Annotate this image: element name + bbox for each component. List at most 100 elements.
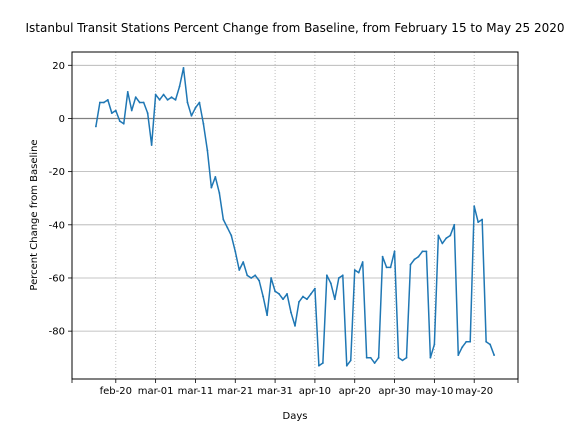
data-point xyxy=(445,237,448,239)
data-point xyxy=(122,122,125,125)
data-point xyxy=(154,93,157,96)
data-point xyxy=(174,98,177,101)
data-point xyxy=(337,277,340,279)
y-tick-label: -80 xyxy=(49,327,65,338)
data-point xyxy=(282,298,284,301)
data-point xyxy=(186,101,189,104)
x-axis-label: Days xyxy=(283,411,308,422)
data-point xyxy=(341,274,344,277)
data-point xyxy=(294,324,296,327)
data-point xyxy=(214,176,217,178)
x-tick-label: apr-20 xyxy=(339,386,371,397)
data-point xyxy=(278,293,280,295)
x-tick-label: mar-21 xyxy=(217,386,253,397)
data-point xyxy=(453,223,456,226)
data-point xyxy=(134,96,137,99)
data-point xyxy=(258,279,261,282)
y-tick-label: 0 xyxy=(59,114,65,125)
data-point xyxy=(130,109,133,112)
data-point xyxy=(166,98,169,101)
data-point xyxy=(94,125,97,128)
data-point xyxy=(485,340,488,343)
y-tick-label: -60 xyxy=(49,273,65,284)
data-point xyxy=(306,298,308,301)
data-point xyxy=(126,90,129,93)
data-point xyxy=(461,346,464,348)
data-point xyxy=(473,205,476,208)
data-point xyxy=(242,261,245,263)
data-point xyxy=(182,67,185,69)
data-point xyxy=(194,106,197,109)
data-point xyxy=(421,250,424,253)
data-point xyxy=(381,255,384,258)
data-point xyxy=(222,218,225,221)
data-point xyxy=(114,109,117,112)
y-tick-label: -20 xyxy=(49,167,65,178)
data-point xyxy=(218,192,221,194)
data-point xyxy=(437,234,440,237)
x-tick-label: may-10 xyxy=(415,386,453,397)
data-point xyxy=(433,343,436,346)
data-point xyxy=(469,340,472,343)
data-point xyxy=(162,93,165,96)
data-point xyxy=(365,356,368,359)
data-point xyxy=(206,149,209,152)
data-point xyxy=(493,354,496,356)
data-point xyxy=(290,311,292,314)
data-point xyxy=(385,266,388,269)
x-tick-label: mar-11 xyxy=(178,386,214,397)
data-point xyxy=(377,356,380,359)
data-point xyxy=(457,354,460,356)
data-point xyxy=(429,356,432,359)
data-point xyxy=(314,287,316,290)
data-point xyxy=(178,85,181,88)
x-axis: feb-20 mar-01 mar-11 mar-21 mar-31 apr-10 apr-… xyxy=(71,379,519,397)
data-point xyxy=(389,266,392,269)
data-point xyxy=(138,101,141,104)
data-point xyxy=(449,234,452,237)
data-point xyxy=(106,98,109,101)
data-point xyxy=(230,234,233,237)
data-point xyxy=(345,364,348,367)
chart-title: Istanbul Transit Stations Percent Change… xyxy=(25,21,564,35)
data-point xyxy=(329,282,332,285)
data-point xyxy=(234,250,237,253)
data-point xyxy=(413,258,416,261)
data-point xyxy=(102,101,105,104)
data-point xyxy=(262,295,265,298)
data-point xyxy=(317,364,320,367)
data-point xyxy=(158,98,161,101)
data-point xyxy=(266,314,269,317)
data-point xyxy=(250,277,253,279)
data-point xyxy=(465,340,468,343)
data-point xyxy=(405,356,408,359)
data-point xyxy=(238,269,241,271)
x-tick-label: may-20 xyxy=(455,386,493,397)
data-point xyxy=(349,359,352,362)
data-point xyxy=(274,290,276,293)
data-point xyxy=(302,295,304,298)
data-point xyxy=(298,301,300,303)
data-point xyxy=(226,226,229,229)
x-tick-label: apr-10 xyxy=(299,386,331,397)
data-point xyxy=(333,298,336,301)
data-point xyxy=(270,277,273,279)
data-point xyxy=(481,218,484,221)
x-tick-label: apr-30 xyxy=(378,386,410,397)
data-point xyxy=(361,261,364,263)
data-point xyxy=(118,120,121,123)
y-axis-label: Percent Change from Baseline xyxy=(29,139,40,290)
y-axis: 20 0 -20 -40 -60 -80 xyxy=(49,61,72,338)
data-point xyxy=(417,255,420,258)
data-point xyxy=(397,356,400,359)
data-point xyxy=(409,263,412,266)
data-point xyxy=(357,271,360,274)
data-point xyxy=(441,242,444,245)
data-point xyxy=(110,112,113,115)
data-point xyxy=(202,122,205,125)
data-point xyxy=(198,101,201,104)
data-point xyxy=(190,114,193,117)
data-point xyxy=(246,274,249,277)
data-point xyxy=(425,250,428,253)
